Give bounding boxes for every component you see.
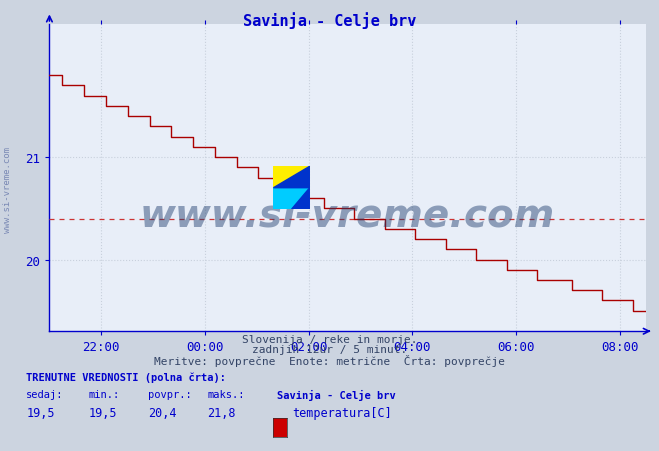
Text: 20,4: 20,4 (148, 406, 177, 419)
Polygon shape (273, 189, 310, 210)
Polygon shape (291, 189, 310, 210)
Text: TRENUTNE VREDNOSTI (polna črta):: TRENUTNE VREDNOSTI (polna črta): (26, 372, 226, 382)
Polygon shape (273, 167, 310, 189)
Text: zadnjih 12ur / 5 minut.: zadnjih 12ur / 5 minut. (252, 345, 407, 354)
Text: Savinja - Celje brv: Savinja - Celje brv (243, 13, 416, 29)
Text: 19,5: 19,5 (26, 406, 55, 419)
Text: Savinja - Celje brv: Savinja - Celje brv (277, 389, 395, 400)
Text: maks.:: maks.: (208, 389, 245, 399)
Text: povpr.:: povpr.: (148, 389, 192, 399)
Polygon shape (273, 167, 310, 189)
Text: sedaj:: sedaj: (26, 389, 64, 399)
Text: www.si-vreme.com: www.si-vreme.com (3, 147, 13, 232)
Text: www.si-vreme.com: www.si-vreme.com (140, 196, 556, 234)
Text: temperatura[C]: temperatura[C] (292, 406, 391, 419)
Text: Slovenija / reke in morje.: Slovenija / reke in morje. (242, 335, 417, 345)
Text: 21,8: 21,8 (208, 406, 236, 419)
Text: min.:: min.: (89, 389, 120, 399)
Text: Meritve: povprečne  Enote: metrične  Črta: povprečje: Meritve: povprečne Enote: metrične Črta:… (154, 354, 505, 367)
Text: 19,5: 19,5 (89, 406, 117, 419)
